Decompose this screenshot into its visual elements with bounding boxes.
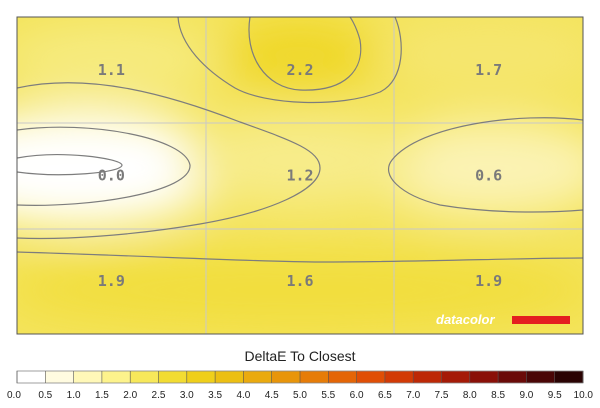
brand-text: datacolor xyxy=(436,312,495,327)
colorbar-swatch-19 xyxy=(554,371,584,383)
cell-value-r1-c1: 1.2 xyxy=(286,167,313,185)
colorbar-tick-label-6: 3.0 xyxy=(180,390,194,401)
colorbar-tick-label-17: 8.5 xyxy=(491,390,505,401)
colorbar-tick-label-5: 2.5 xyxy=(152,390,166,401)
colorbar-swatch-2 xyxy=(73,371,103,383)
cell-value-r2-c0: 1.9 xyxy=(98,272,125,290)
colorbar-swatch-15 xyxy=(441,371,471,383)
cell-value-r2-c1: 1.6 xyxy=(286,272,313,290)
colorbar-tick-label-11: 5.5 xyxy=(321,390,335,401)
colorbar-tick-label-15: 7.5 xyxy=(435,390,449,401)
colorbar-swatch-17 xyxy=(498,371,527,383)
datacolor-logo: datacolor xyxy=(436,312,570,327)
colorbar-tick-label-3: 1.5 xyxy=(95,390,109,401)
colorbar-swatch-7 xyxy=(215,371,244,383)
heatmap-field xyxy=(17,17,583,334)
contour-inner xyxy=(17,126,191,206)
cell-value-r0-c2: 1.7 xyxy=(475,61,502,79)
colorbar-swatch-14 xyxy=(413,371,442,383)
colorbar-tick-label-14: 7.0 xyxy=(406,390,420,401)
cell-value-r0-c1: 2.2 xyxy=(286,61,313,79)
colorbar-legend: DeltaE To Closest 0.0 0.5 1.0 1.5 2.0 2.5 3.0 3… xyxy=(7,348,593,401)
colorbar-tick-label-10: 5.0 xyxy=(293,390,307,401)
colorbar-tick-label-1: 0.5 xyxy=(38,390,52,401)
contour-top-inner xyxy=(248,17,362,91)
colorbar-tick-label-7: 3.5 xyxy=(208,390,222,401)
colorbar-swatch-10 xyxy=(300,371,329,383)
colorbar-tick-label-16: 8.0 xyxy=(463,390,477,401)
colorbar-tick-label-9: 4.5 xyxy=(265,390,279,401)
colorbar-tick-labels: 0.0 0.5 1.0 1.5 2.0 2.5 3.0 3.5 4.0 4.5 5.0 5.5 6.0 6… xyxy=(7,371,593,401)
colorbar-tick-label-4: 2.0 xyxy=(123,390,137,401)
cell-value-labels: 1.1 2.2 1.7 0.0 1.2 0.6 1.9 1.6 1.9 xyxy=(98,61,502,290)
colorbar-tick-label-8: 4.0 xyxy=(236,390,250,401)
contour-innermost xyxy=(17,154,123,176)
colorbar-swatch-8 xyxy=(243,371,273,383)
colorbar-swatch-13 xyxy=(384,371,414,383)
cell-value-r2-c2: 1.9 xyxy=(475,272,502,290)
contour-top-peak xyxy=(177,17,402,104)
cell-value-r1-c0: 0.0 xyxy=(98,167,125,185)
cell-value-r1-c2: 0.6 xyxy=(475,167,502,185)
brand-bar xyxy=(512,316,570,324)
colorbar-swatch-12 xyxy=(356,371,386,383)
colorbar-tick-label-20: 10.0 xyxy=(574,390,594,401)
contour-outer-left xyxy=(17,82,321,240)
colorbar-swatch-16 xyxy=(469,371,499,383)
cell-value-r0-c0: 1.1 xyxy=(98,61,125,79)
heatmap-plot: 1.1 2.2 1.7 0.0 1.2 0.6 1.9 1.6 1.9 datacolor xyxy=(16,16,584,335)
colorbar-tick-label-19: 9.5 xyxy=(548,390,562,401)
colorbar-swatch-0 xyxy=(17,371,46,383)
colorbar-swatch-1 xyxy=(45,371,75,383)
colorbar-swatch-3 xyxy=(101,371,131,383)
colorbar-swatches xyxy=(17,371,584,383)
colorbar-swatch-11 xyxy=(328,371,358,383)
colorbar-swatch-9 xyxy=(271,371,301,383)
colorbar-tick-label-2: 1.0 xyxy=(67,390,81,401)
grid-lines xyxy=(17,17,583,334)
colorbar-swatch-4 xyxy=(130,371,159,383)
colorbar-tick-label-13: 6.5 xyxy=(378,390,392,401)
colorbar-tick-label-12: 6.0 xyxy=(350,390,364,401)
plot-frame xyxy=(16,16,584,335)
contour-right xyxy=(387,117,583,213)
contour-lines xyxy=(17,17,583,263)
colorbar-tick-label-0: 0.0 xyxy=(7,390,21,401)
colorbar-swatch-18 xyxy=(526,371,556,383)
colorbar-swatch-5 xyxy=(158,371,188,383)
colorbar-tick-label-18: 9.0 xyxy=(519,390,533,401)
colorbar-swatch-6 xyxy=(186,371,216,383)
colorbar-title: DeltaE To Closest xyxy=(244,348,355,364)
contour-bottom xyxy=(17,251,583,263)
